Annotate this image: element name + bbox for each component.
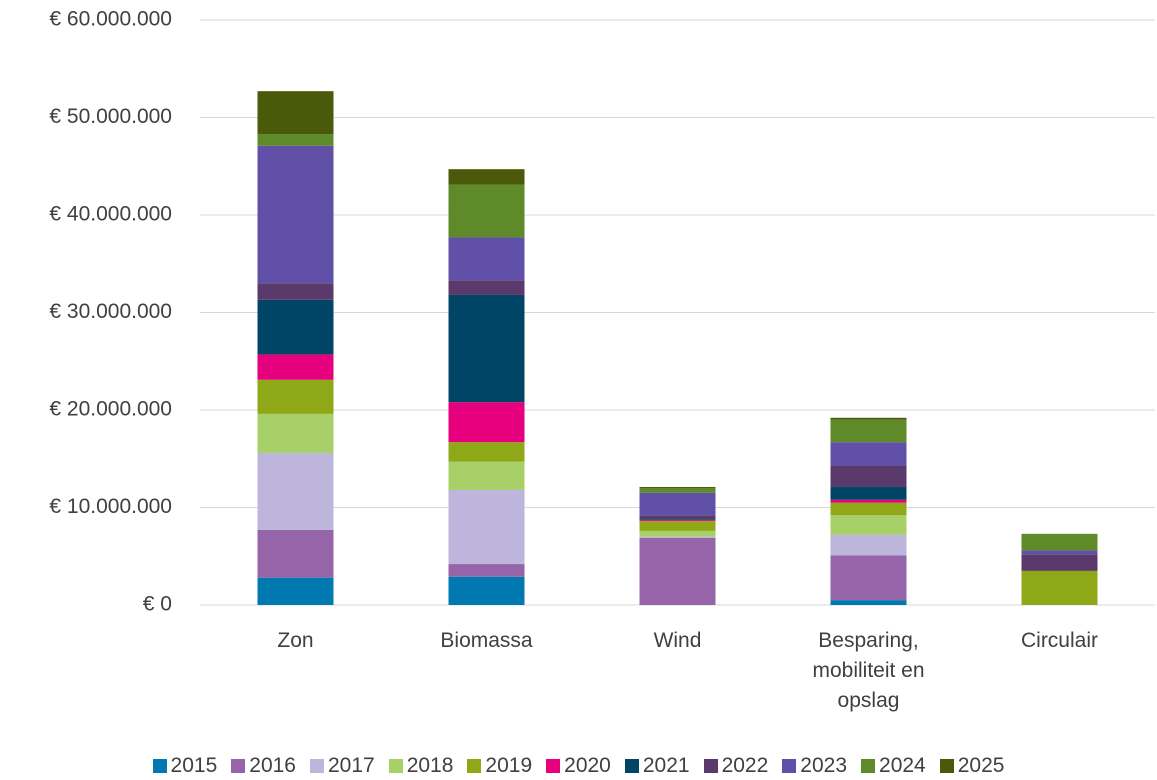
x-tick-label: Biomassa [440,629,533,652]
legend-label: 2021 [642,754,690,777]
bar-segment [1021,554,1098,571]
legend-swatch [703,759,718,773]
legend-item: 2025 [939,754,1005,778]
legend-item: 2017 [309,754,375,778]
bar-segment [830,419,907,443]
bar-segment [639,520,716,522]
legend-swatch [624,759,639,773]
bar-segment [448,442,525,462]
bar-segment [448,461,525,490]
legend-label: 2020 [564,754,611,777]
bar-segment [639,521,716,531]
bar-segment [257,577,334,605]
legend-label: 2024 [879,754,926,777]
y-tick-label: € 60.000.000 [49,8,172,31]
legend-swatch [782,759,797,773]
bar-segment [448,169,525,185]
x-tick-label: Circulair [1020,629,1098,652]
bar-segment [448,280,525,295]
legend-label: 2018 [406,754,454,777]
bar-segment [448,237,525,281]
bar-segment [448,294,525,403]
y-tick-label: € 0 [143,593,172,616]
legend-item: 2019 [467,754,532,778]
bar-segment [639,530,716,537]
legend-swatch [939,759,954,773]
legend-label: 2022 [721,754,769,777]
bar-segment [448,184,525,238]
legend-item: 2016 [231,754,296,778]
bar-segment [639,537,716,605]
legend-label: 2017 [327,754,375,777]
y-tick-label: € 20.000.000 [49,398,172,421]
bar-segment [830,502,907,516]
bar-segment [639,488,716,493]
bar-segment [257,145,334,284]
bar-segment [1021,550,1098,555]
bar-segment [830,499,907,503]
legend-item: 2020 [546,754,611,778]
bar-segment [830,442,907,466]
bar-segment [639,519,716,521]
x-tick-label: Besparing, mobiliteit en opslag [812,629,925,712]
bar-segment [257,134,334,146]
legend-label: 2015 [170,754,218,777]
bar-segment [830,465,907,488]
legend: 2015 2016 2017 2018 2019 2020 2021 2022 2023 2024… [0,754,1157,778]
bar-segment [257,283,334,300]
bar-segment [830,417,907,420]
x-tick-label: Zon [277,629,314,652]
legend-swatch [152,759,167,773]
bar-segment [1021,570,1098,605]
bar-segment [257,379,334,414]
bar-segment [830,515,907,535]
legend-swatch [861,759,876,773]
legend-item: 2023 [782,754,847,778]
bar-segment [257,452,334,530]
bar-segment [830,600,907,605]
bar-segment [257,91,334,135]
bar-segment [830,555,907,601]
y-tick-label: € 30.000.000 [49,300,172,323]
legend-item: 2022 [703,754,769,778]
bar-segment [448,564,525,577]
bar-segment [257,413,334,453]
bar-segment [257,354,334,380]
bar-segment [448,576,525,605]
bar-segment [1021,533,1098,551]
legend-item: 2018 [388,754,454,778]
y-tick-label: € 40.000.000 [49,203,172,226]
legend-swatch [231,759,246,773]
bar-segment [639,536,716,538]
bar-segment [639,515,716,520]
bar-segment [257,529,334,578]
bar-segment [448,489,525,565]
legend-item: 2021 [624,754,690,778]
bar-segment [257,299,334,355]
bar-segment [639,492,716,516]
x-tick-label: Wind [653,629,702,652]
legend-label: 2025 [957,754,1005,777]
y-tick-label: € 10.000.000 [49,495,172,518]
legend-item: 2024 [861,754,926,778]
legend-label: 2019 [485,754,533,777]
legend-swatch [467,759,482,773]
legend-label: 2016 [249,754,296,777]
legend-label: 2023 [800,754,848,777]
legend-swatch [309,759,324,773]
bar-segment [830,487,907,500]
legend-item: 2015 [152,754,218,778]
legend-swatch [546,759,561,773]
bar-segment [830,534,907,556]
legend-swatch [388,759,403,773]
y-tick-label: € 50.000.000 [49,105,172,128]
bar-segment [639,487,716,488]
bar-segment [448,402,525,443]
